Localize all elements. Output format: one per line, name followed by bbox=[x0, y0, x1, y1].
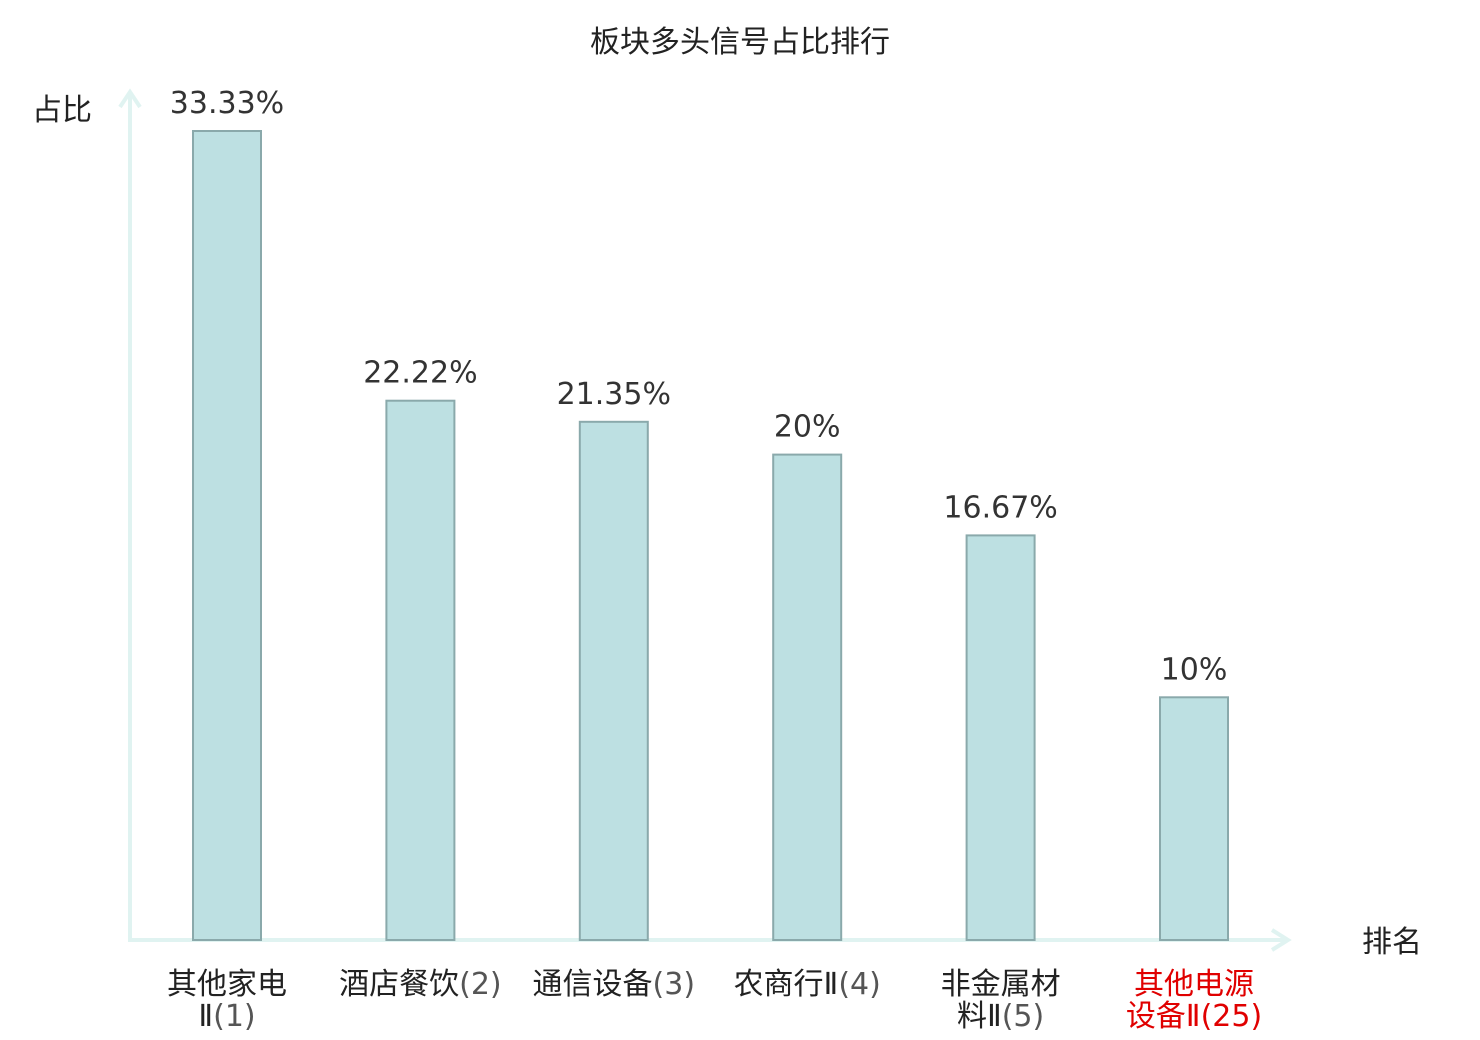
y-axis-title: 占比 bbox=[32, 93, 92, 128]
category-rank: (1) bbox=[213, 999, 256, 1034]
bar-3 bbox=[578, 420, 649, 941]
x-axis-title: 排名 bbox=[1362, 925, 1422, 960]
value-labels: 33.33% 22.22% 21.35% 20% 16.67% 10% bbox=[170, 86, 1228, 687]
value-label-4: 20% bbox=[774, 410, 841, 445]
category-rank: (2) bbox=[459, 967, 502, 1002]
value-label-2: 22.22% bbox=[363, 356, 477, 391]
value-label-5: 16.67% bbox=[943, 490, 1057, 525]
chart-title: 板块多头信号占比排行 bbox=[590, 25, 890, 60]
value-label-1: 33.33% bbox=[170, 86, 284, 121]
category-rank: (5) bbox=[1002, 999, 1045, 1034]
y-axis bbox=[118, 88, 142, 942]
category-label-5: 非金属材料Ⅱ(5) bbox=[941, 967, 1061, 1034]
x-axis bbox=[128, 928, 1292, 952]
category-rank: (4) bbox=[838, 967, 881, 1002]
category-labels: 其他家电 Ⅱ(1) 酒店餐饮(2) 通信设备(3) 农商行Ⅱ(4) 非金属材料Ⅱ(5) 其他… bbox=[167, 967, 1262, 1034]
category-label-1: 其他家电 Ⅱ(1) bbox=[167, 967, 287, 1034]
category-name-line1: 农商行Ⅱ bbox=[734, 967, 839, 1002]
category-name-line2: 设备Ⅱ bbox=[1126, 999, 1201, 1034]
category-rank: (25) bbox=[1201, 999, 1263, 1034]
bar-6 bbox=[1159, 696, 1229, 941]
bar-4 bbox=[772, 453, 843, 941]
category-name-line2: Ⅱ bbox=[198, 999, 213, 1034]
category-name-line1: 非金属材 bbox=[941, 967, 1061, 1002]
category-name-line1: 酒店餐饮 bbox=[339, 967, 459, 1002]
value-label-3: 21.35% bbox=[557, 377, 671, 412]
bar-1 bbox=[192, 130, 262, 941]
y-axis-arrow bbox=[118, 88, 142, 109]
category-rank: (3) bbox=[653, 967, 696, 1002]
category-name-line1: 其他电源 bbox=[1134, 967, 1254, 1002]
category-name-line1: 其他家电 bbox=[167, 967, 287, 1002]
value-label-6: 10% bbox=[1161, 652, 1228, 687]
category-label-4: 农商行Ⅱ(4) bbox=[734, 967, 881, 1002]
category-label-2: 酒店餐饮(2) bbox=[339, 967, 502, 1002]
category-name-line1: 通信设备 bbox=[533, 967, 653, 1002]
bars bbox=[192, 130, 1229, 942]
bar-2 bbox=[385, 399, 456, 941]
x-axis-arrow bbox=[1270, 928, 1292, 952]
category-label-3: 通信设备(3) bbox=[533, 967, 696, 1002]
category-label-6: 其他电源设备Ⅱ(25) bbox=[1126, 967, 1262, 1034]
bar-5 bbox=[965, 534, 1036, 942]
category-name-line2: 料Ⅱ bbox=[957, 999, 1002, 1034]
